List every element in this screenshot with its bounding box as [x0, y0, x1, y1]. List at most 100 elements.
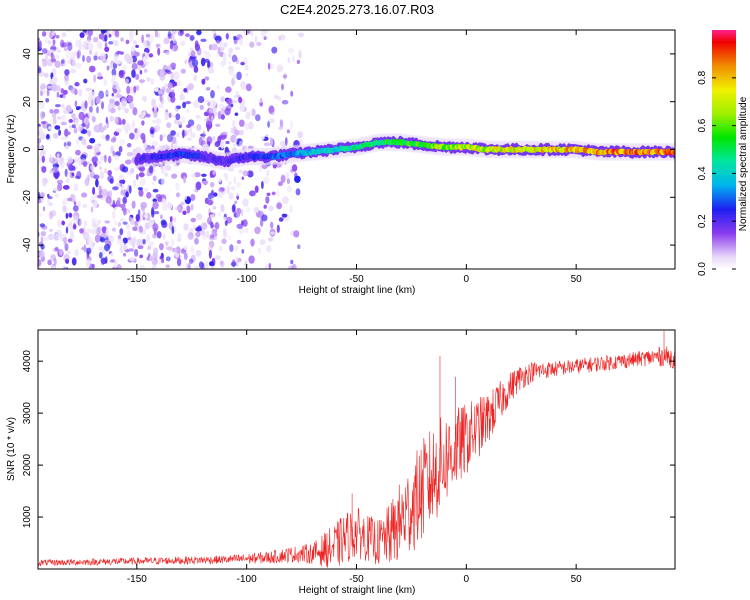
- colorbar-tick-label: 0.8: [697, 70, 708, 84]
- colorbar-tick-label: 0.2: [697, 214, 708, 228]
- spectrogram-noise-blob: [89, 49, 92, 55]
- spectrogram-noise-blob: [69, 221, 72, 227]
- spectrogram-noise-blob: [48, 126, 52, 130]
- spectrogram-noise-blob: [238, 37, 243, 46]
- spectrogram-noise-blob: [78, 159, 82, 167]
- spectrogram-noise-blob: [79, 228, 84, 234]
- spectrogram-noise-blob: [236, 239, 242, 244]
- spectrogram-noise-blob: [72, 215, 79, 224]
- spectrogram-noise-blob: [193, 100, 200, 109]
- spectrogram-noise-blob: [186, 124, 191, 129]
- spectrogram-noise-blob: [38, 199, 42, 204]
- spectrogram-noise-blob: [236, 212, 240, 218]
- spectrogram-noise-blob: [105, 195, 112, 204]
- spectrogram-noise-blob: [191, 125, 197, 129]
- spectrogram-noise-blob: [297, 32, 305, 38]
- spectrogram-noise-blob: [266, 169, 270, 177]
- spectrogram-noise-blob: [177, 233, 182, 242]
- spectrogram-noise-blob: [56, 116, 62, 120]
- spectrogram-noise-blob: [278, 126, 284, 131]
- spectrogram-noise-blob: [184, 195, 187, 200]
- spectrogram-noise-blob: [201, 262, 205, 269]
- spectrogram-noise-blob: [242, 170, 249, 177]
- spectrogram-noise-blob: [215, 255, 221, 261]
- spectrogram-noise-blob: [40, 121, 47, 125]
- spectrogram-noise-blob: [70, 87, 77, 94]
- spectrogram-noise-blob: [91, 263, 95, 269]
- colorbar-tick-label: 0.0: [697, 262, 708, 276]
- spectrogram-noise-blob: [49, 228, 53, 232]
- spectrogram-noise-blob: [254, 36, 258, 43]
- spectrogram-noise-blob: [201, 173, 207, 177]
- spectrogram-noise-blob: [109, 118, 113, 123]
- spectrogram-noise-blob: [38, 123, 41, 128]
- spectrogram-noise-blob: [115, 128, 122, 133]
- spectrogram-noise-blob: [143, 142, 148, 150]
- spectrogram-noise-blob: [101, 250, 106, 255]
- spectrogram-noise-blob: [175, 182, 180, 191]
- spectrogram-noise-blob: [160, 219, 167, 226]
- spectrogram-noise-blob: [107, 155, 112, 164]
- spectrogram-noise-blob: [231, 119, 236, 129]
- spectrogram-noise-blob: [238, 97, 243, 104]
- spectrogram-noise-blob: [52, 39, 56, 46]
- spectrogram-noise-blob: [64, 168, 68, 177]
- spectrogram-noise-blob: [121, 166, 129, 173]
- spectrogram-noise-blob: [84, 116, 89, 125]
- spectrogram-noise-blob: [148, 222, 153, 228]
- spectrogram-noise-blob: [82, 41, 88, 50]
- spectrogram-noise-blob: [250, 30, 254, 37]
- spectrogram-noise-blob: [139, 254, 144, 259]
- spectrogram-noise-blob: [156, 231, 162, 239]
- spectrogram-noise-blob: [291, 263, 297, 269]
- spectrogram-noise-blob: [235, 256, 238, 263]
- spectrogram-noise-blob: [190, 194, 196, 201]
- spectrogram-noise-blob: [125, 127, 129, 135]
- spectrogram-noise-blob: [85, 87, 92, 92]
- spectrogram-noise-blob: [41, 31, 47, 37]
- spectrogram-noise-blob: [286, 129, 290, 134]
- spectrogram-noise-blob: [159, 134, 163, 142]
- spectrogram-noise-blob: [182, 210, 187, 215]
- spectrogram-noise-blob: [63, 47, 68, 52]
- spectrogram-noise-blob: [183, 223, 189, 231]
- spectrogram-noise-blob: [265, 245, 272, 253]
- spectrogram-noise-blob: [95, 178, 99, 188]
- spectrogram-noise-blob: [122, 65, 128, 71]
- spectrogram-noise-blob: [142, 228, 146, 235]
- spectrogram-noise-blob: [289, 120, 293, 130]
- spectrogram-noise-blob: [89, 106, 93, 113]
- spectrogram-noise-blob: [129, 185, 132, 194]
- spectrogram-noise-blob: [82, 30, 87, 33]
- spectrogram-noise-blob: [204, 99, 210, 103]
- spectrogram-noise-blob: [117, 105, 121, 111]
- spectrogram-noise-blob: [125, 191, 129, 198]
- spectrogram-noise-blob: [133, 85, 137, 93]
- spectrogram-y-tick-label: -20: [22, 190, 33, 205]
- spectrogram-noise-blob: [56, 85, 61, 92]
- spectrogram-noise-blob: [216, 40, 221, 44]
- spectrogram-noise-blob: [41, 166, 47, 173]
- spectrogram-noise-blob: [113, 53, 119, 62]
- spectrogram-noise-blob: [176, 257, 182, 267]
- spectrogram-noise-blob: [120, 189, 124, 196]
- spectrogram-noise-blob: [224, 108, 231, 116]
- spectrogram-noise-blob: [52, 67, 57, 75]
- colorbar-label: Normalized spectral amplitude: [738, 96, 749, 231]
- spectrogram-noise-blob: [282, 74, 288, 79]
- spectrogram-noise-blob: [125, 39, 130, 45]
- spectrogram-noise-blob: [218, 191, 223, 199]
- spectrogram-noise-blob: [130, 217, 135, 226]
- spectrogram-noise-blob: [52, 75, 58, 83]
- spectrogram-noise-blob: [159, 69, 165, 77]
- spectrogram-noise-blob: [185, 33, 190, 38]
- spectrogram-noise-blob: [240, 82, 247, 91]
- spectrogram-noise-blob: [141, 120, 145, 126]
- spectrogram-noise-blob: [280, 174, 286, 184]
- spectrogram-noise-blob: [133, 133, 139, 141]
- spectrogram-noise-blob: [40, 111, 45, 120]
- spectrogram-noise-blob: [107, 235, 113, 239]
- spectrogram-noise-blob: [195, 231, 201, 238]
- spectrogram-noise-blob: [49, 154, 53, 163]
- spectrogram-noise-blob: [198, 136, 203, 146]
